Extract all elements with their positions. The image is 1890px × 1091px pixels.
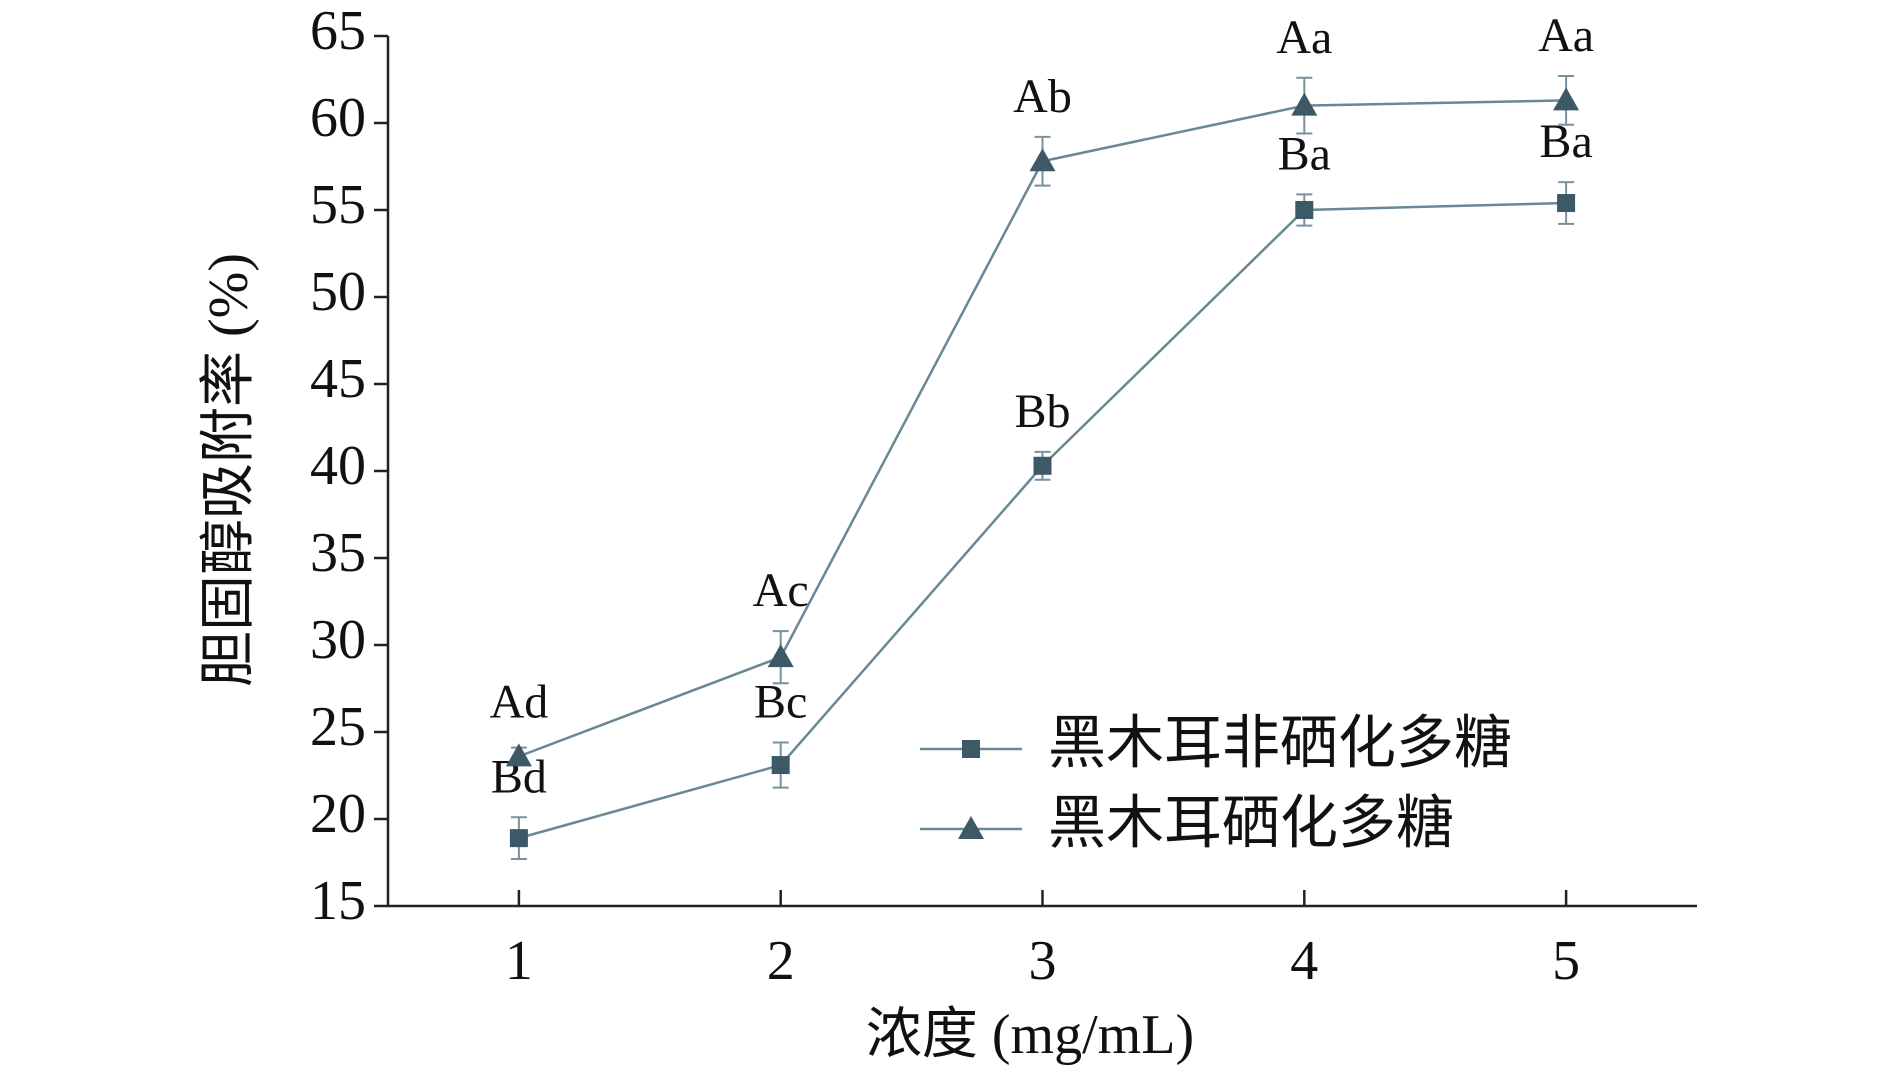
marker xyxy=(958,816,984,839)
y-tick-label: 40 xyxy=(310,435,366,497)
y-tick-label: 65 xyxy=(310,0,366,62)
significance-letter: Bc xyxy=(754,675,807,728)
y-tick-label: 60 xyxy=(310,87,366,149)
marker xyxy=(1295,201,1314,219)
x-tick-label: 5 xyxy=(1552,930,1580,992)
y-tick-label: 50 xyxy=(310,261,366,323)
marker xyxy=(771,756,790,775)
marker xyxy=(767,644,794,668)
x-tick-label: 4 xyxy=(1290,930,1318,992)
x-tick-label: 1 xyxy=(505,930,533,992)
y-tick-label: 55 xyxy=(310,174,366,236)
significance-letter: Aa xyxy=(1538,9,1594,62)
x-axis-label: 浓度 (mg/mL) xyxy=(866,1004,1194,1066)
legend-label: 黑木耳非硒化多糖 xyxy=(1048,710,1512,775)
y-tick-label: 25 xyxy=(310,696,366,758)
marker xyxy=(1029,148,1056,172)
legend-label: 黑木耳硒化多糖 xyxy=(1048,790,1454,855)
marker xyxy=(509,829,528,848)
marker xyxy=(1291,92,1318,116)
significance-letter: Ad xyxy=(490,675,549,728)
marker xyxy=(1033,456,1052,475)
y-tick-label: 30 xyxy=(310,609,366,671)
significance-letter: Ba xyxy=(1278,127,1331,180)
significance-letter: Ab xyxy=(1013,70,1072,123)
y-tick-label: 35 xyxy=(310,522,366,584)
marker xyxy=(1557,194,1576,213)
significance-letter: Bb xyxy=(1014,385,1070,438)
x-tick-label: 3 xyxy=(1029,930,1057,992)
y-tick-label: 20 xyxy=(310,783,366,845)
significance-letter: Aa xyxy=(1276,11,1332,64)
y-axis-label: 胆固醇吸附率 (%) xyxy=(198,253,260,687)
significance-letter: Ac xyxy=(753,564,809,617)
y-tick-label: 45 xyxy=(310,348,366,410)
marker xyxy=(1553,87,1580,111)
y-tick-label: 15 xyxy=(310,870,366,932)
marker xyxy=(505,743,532,767)
x-tick-label: 2 xyxy=(767,930,795,992)
marker xyxy=(962,740,980,758)
